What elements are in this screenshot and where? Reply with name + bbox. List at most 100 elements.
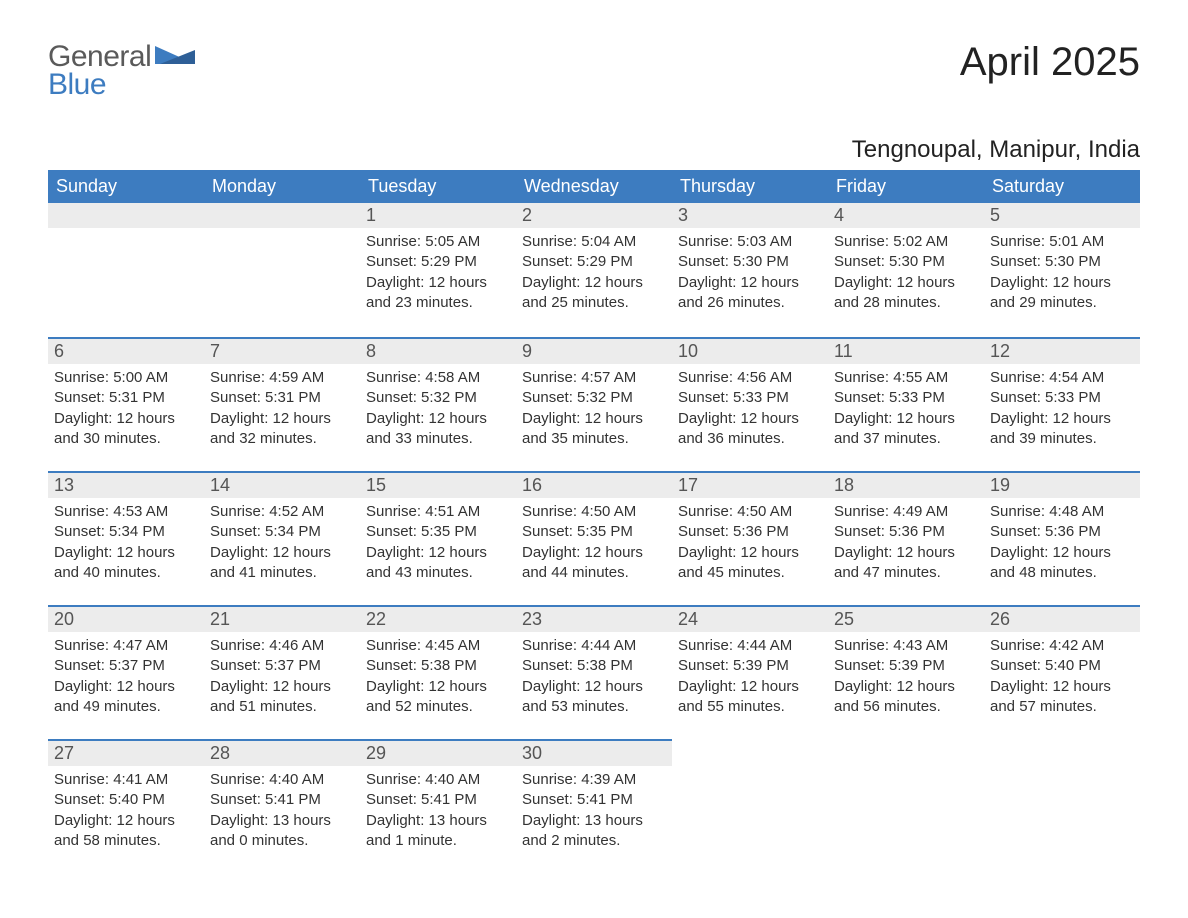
sunrise-line: Sunrise: 4:52 AM <box>210 502 354 522</box>
day-details: Sunrise: 4:45 AMSunset: 5:38 PMDaylight:… <box>360 632 516 725</box>
day-number: 14 <box>204 471 360 498</box>
day-details: Sunrise: 5:02 AMSunset: 5:30 PMDaylight:… <box>828 228 984 321</box>
sunset-line: Sunset: 5:33 PM <box>834 388 978 408</box>
sunrise-line: Sunrise: 4:44 AM <box>678 636 822 656</box>
day-number: 10 <box>672 337 828 364</box>
sunrise-line: Sunrise: 4:43 AM <box>834 636 978 656</box>
daylight-line: Daylight: 12 hours and 47 minutes. <box>834 543 978 584</box>
sunrise-line: Sunrise: 4:48 AM <box>990 502 1134 522</box>
calendar-cell: 1Sunrise: 5:05 AMSunset: 5:29 PMDaylight… <box>360 203 516 337</box>
day-details: Sunrise: 4:40 AMSunset: 5:41 PMDaylight:… <box>204 766 360 859</box>
day-number: 28 <box>204 739 360 766</box>
daylight-line: Daylight: 12 hours and 36 minutes. <box>678 409 822 450</box>
calendar-cell: 16Sunrise: 4:50 AMSunset: 5:35 PMDayligh… <box>516 471 672 605</box>
daylight-line: Daylight: 12 hours and 40 minutes. <box>54 543 198 584</box>
sunset-line: Sunset: 5:32 PM <box>522 388 666 408</box>
sunset-line: Sunset: 5:37 PM <box>54 656 198 676</box>
daylight-line: Daylight: 12 hours and 32 minutes. <box>210 409 354 450</box>
weekday-header-row: SundayMondayTuesdayWednesdayThursdayFrid… <box>48 170 1140 203</box>
day-details: Sunrise: 5:05 AMSunset: 5:29 PMDaylight:… <box>360 228 516 321</box>
calendar-cell: 17Sunrise: 4:50 AMSunset: 5:36 PMDayligh… <box>672 471 828 605</box>
day-number: 19 <box>984 471 1140 498</box>
daylight-line: Daylight: 12 hours and 33 minutes. <box>366 409 510 450</box>
sunrise-line: Sunrise: 4:47 AM <box>54 636 198 656</box>
day-details: Sunrise: 4:49 AMSunset: 5:36 PMDaylight:… <box>828 498 984 591</box>
sunrise-line: Sunrise: 4:57 AM <box>522 368 666 388</box>
day-number: 1 <box>360 203 516 228</box>
day-details: Sunrise: 4:56 AMSunset: 5:33 PMDaylight:… <box>672 364 828 457</box>
day-number: 17 <box>672 471 828 498</box>
sunset-line: Sunset: 5:36 PM <box>678 522 822 542</box>
calendar-cell: 30Sunrise: 4:39 AMSunset: 5:41 PMDayligh… <box>516 739 672 873</box>
weekday-header: Thursday <box>672 170 828 203</box>
calendar-cell: 4Sunrise: 5:02 AMSunset: 5:30 PMDaylight… <box>828 203 984 337</box>
sunrise-line: Sunrise: 4:42 AM <box>990 636 1134 656</box>
calendar-week-row: 6Sunrise: 5:00 AMSunset: 5:31 PMDaylight… <box>48 337 1140 471</box>
calendar-cell-empty <box>984 739 1140 873</box>
sunset-line: Sunset: 5:29 PM <box>366 252 510 272</box>
day-number-bar <box>48 203 204 228</box>
day-number: 16 <box>516 471 672 498</box>
calendar-cell: 12Sunrise: 4:54 AMSunset: 5:33 PMDayligh… <box>984 337 1140 471</box>
day-number: 24 <box>672 605 828 632</box>
calendar-cell: 22Sunrise: 4:45 AMSunset: 5:38 PMDayligh… <box>360 605 516 739</box>
page-title: April 2025 <box>960 40 1140 85</box>
calendar-cell: 29Sunrise: 4:40 AMSunset: 5:41 PMDayligh… <box>360 739 516 873</box>
sunset-line: Sunset: 5:38 PM <box>366 656 510 676</box>
weekday-header: Wednesday <box>516 170 672 203</box>
daylight-line: Daylight: 12 hours and 30 minutes. <box>54 409 198 450</box>
sunset-line: Sunset: 5:30 PM <box>834 252 978 272</box>
calendar-cell-empty <box>828 739 984 873</box>
calendar-cell: 21Sunrise: 4:46 AMSunset: 5:37 PMDayligh… <box>204 605 360 739</box>
sunset-line: Sunset: 5:31 PM <box>210 388 354 408</box>
calendar-cell: 18Sunrise: 4:49 AMSunset: 5:36 PMDayligh… <box>828 471 984 605</box>
day-number: 20 <box>48 605 204 632</box>
sunset-line: Sunset: 5:36 PM <box>990 522 1134 542</box>
sunset-line: Sunset: 5:40 PM <box>990 656 1134 676</box>
calendar-cell-empty <box>48 203 204 337</box>
day-number: 22 <box>360 605 516 632</box>
sunset-line: Sunset: 5:36 PM <box>834 522 978 542</box>
sunset-line: Sunset: 5:39 PM <box>678 656 822 676</box>
day-details: Sunrise: 4:50 AMSunset: 5:36 PMDaylight:… <box>672 498 828 591</box>
daylight-line: Daylight: 12 hours and 51 minutes. <box>210 677 354 718</box>
sunset-line: Sunset: 5:40 PM <box>54 790 198 810</box>
calendar-cell: 3Sunrise: 5:03 AMSunset: 5:30 PMDaylight… <box>672 203 828 337</box>
sunset-line: Sunset: 5:31 PM <box>54 388 198 408</box>
daylight-line: Daylight: 13 hours and 0 minutes. <box>210 811 354 852</box>
sunset-line: Sunset: 5:32 PM <box>366 388 510 408</box>
daylight-line: Daylight: 13 hours and 2 minutes. <box>522 811 666 852</box>
sunset-line: Sunset: 5:33 PM <box>990 388 1134 408</box>
sunrise-line: Sunrise: 4:58 AM <box>366 368 510 388</box>
calendar-cell: 24Sunrise: 4:44 AMSunset: 5:39 PMDayligh… <box>672 605 828 739</box>
daylight-line: Daylight: 12 hours and 23 minutes. <box>366 273 510 314</box>
sunset-line: Sunset: 5:35 PM <box>366 522 510 542</box>
daylight-line: Daylight: 12 hours and 37 minutes. <box>834 409 978 450</box>
day-number: 26 <box>984 605 1140 632</box>
day-details: Sunrise: 4:52 AMSunset: 5:34 PMDaylight:… <box>204 498 360 591</box>
day-number: 13 <box>48 471 204 498</box>
day-number: 12 <box>984 337 1140 364</box>
sunrise-line: Sunrise: 4:59 AM <box>210 368 354 388</box>
day-number: 2 <box>516 203 672 228</box>
day-number: 29 <box>360 739 516 766</box>
location-subtitle: Tengnoupal, Manipur, India <box>48 136 1140 164</box>
day-details: Sunrise: 5:01 AMSunset: 5:30 PMDaylight:… <box>984 228 1140 321</box>
daylight-line: Daylight: 12 hours and 44 minutes. <box>522 543 666 584</box>
calendar-cell: 6Sunrise: 5:00 AMSunset: 5:31 PMDaylight… <box>48 337 204 471</box>
daylight-line: Daylight: 12 hours and 43 minutes. <box>366 543 510 584</box>
daylight-line: Daylight: 12 hours and 53 minutes. <box>522 677 666 718</box>
sunrise-line: Sunrise: 5:04 AM <box>522 232 666 252</box>
calendar-cell: 27Sunrise: 4:41 AMSunset: 5:40 PMDayligh… <box>48 739 204 873</box>
day-number: 5 <box>984 203 1140 228</box>
calendar-week-row: 13Sunrise: 4:53 AMSunset: 5:34 PMDayligh… <box>48 471 1140 605</box>
daylight-line: Daylight: 12 hours and 41 minutes. <box>210 543 354 584</box>
day-number: 25 <box>828 605 984 632</box>
day-details: Sunrise: 5:04 AMSunset: 5:29 PMDaylight:… <box>516 228 672 321</box>
daylight-line: Daylight: 12 hours and 29 minutes. <box>990 273 1134 314</box>
day-number: 11 <box>828 337 984 364</box>
sunrise-line: Sunrise: 5:02 AM <box>834 232 978 252</box>
sunset-line: Sunset: 5:30 PM <box>678 252 822 272</box>
sunset-line: Sunset: 5:41 PM <box>210 790 354 810</box>
day-number-bar <box>204 203 360 228</box>
